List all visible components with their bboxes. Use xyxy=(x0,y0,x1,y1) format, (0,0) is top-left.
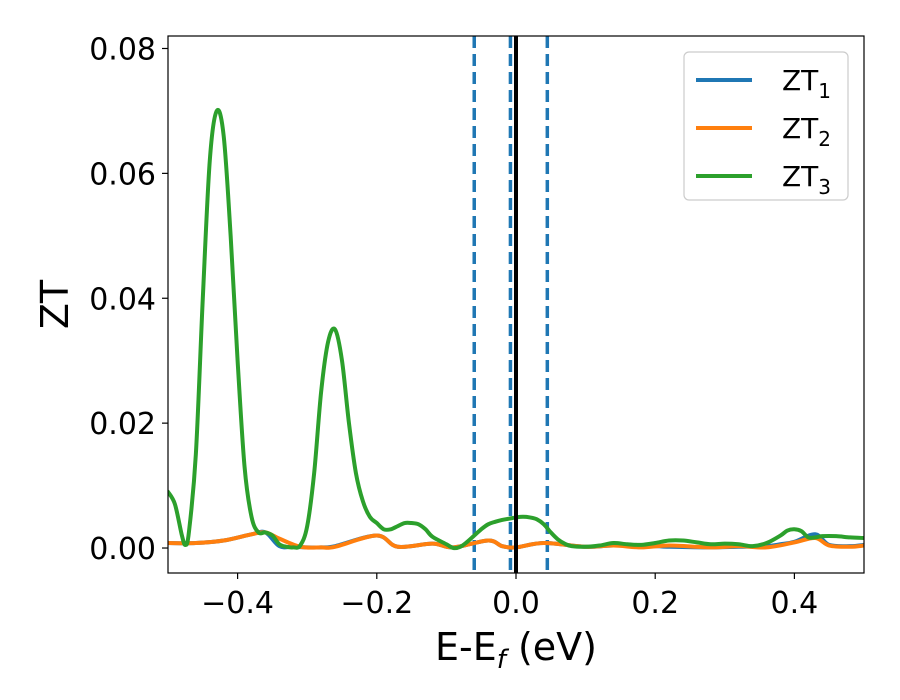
legend-label-zt3: ZT3 xyxy=(782,160,831,199)
x-tick-label: −0.2 xyxy=(340,586,413,621)
y-tick-label: 0.08 xyxy=(89,32,156,67)
legend-label-zt1: ZT1 xyxy=(782,64,831,103)
x-tick-label: −0.4 xyxy=(201,586,274,621)
y-tick-label: 0.06 xyxy=(89,157,156,192)
x-tick-label: 0.2 xyxy=(631,586,679,621)
y-axis-ticks: 0.00 0.02 0.04 0.06 0.08 xyxy=(89,32,168,567)
legend-box xyxy=(683,51,849,201)
legend: ZT1 ZT2 ZT3 xyxy=(683,51,849,201)
x-tick-label: 0.0 xyxy=(492,586,540,621)
x-axis-title-unit: (eV) xyxy=(506,625,597,669)
x-tick-label: 0.4 xyxy=(771,586,819,621)
y-tick-label: 0.02 xyxy=(89,407,156,442)
series-lines xyxy=(168,36,864,573)
x-axis-title: E-Ef (eV) xyxy=(435,625,597,675)
legend-label-zt2: ZT2 xyxy=(782,112,831,151)
y-tick-label: 0.04 xyxy=(89,282,156,317)
y-tick-label: 0.00 xyxy=(89,532,156,567)
series-line-zt3 xyxy=(168,107,864,551)
x-axis-ticks: −0.4 −0.2 0.0 0.2 0.4 xyxy=(201,573,818,621)
y-axis-title: ZT xyxy=(33,279,77,329)
